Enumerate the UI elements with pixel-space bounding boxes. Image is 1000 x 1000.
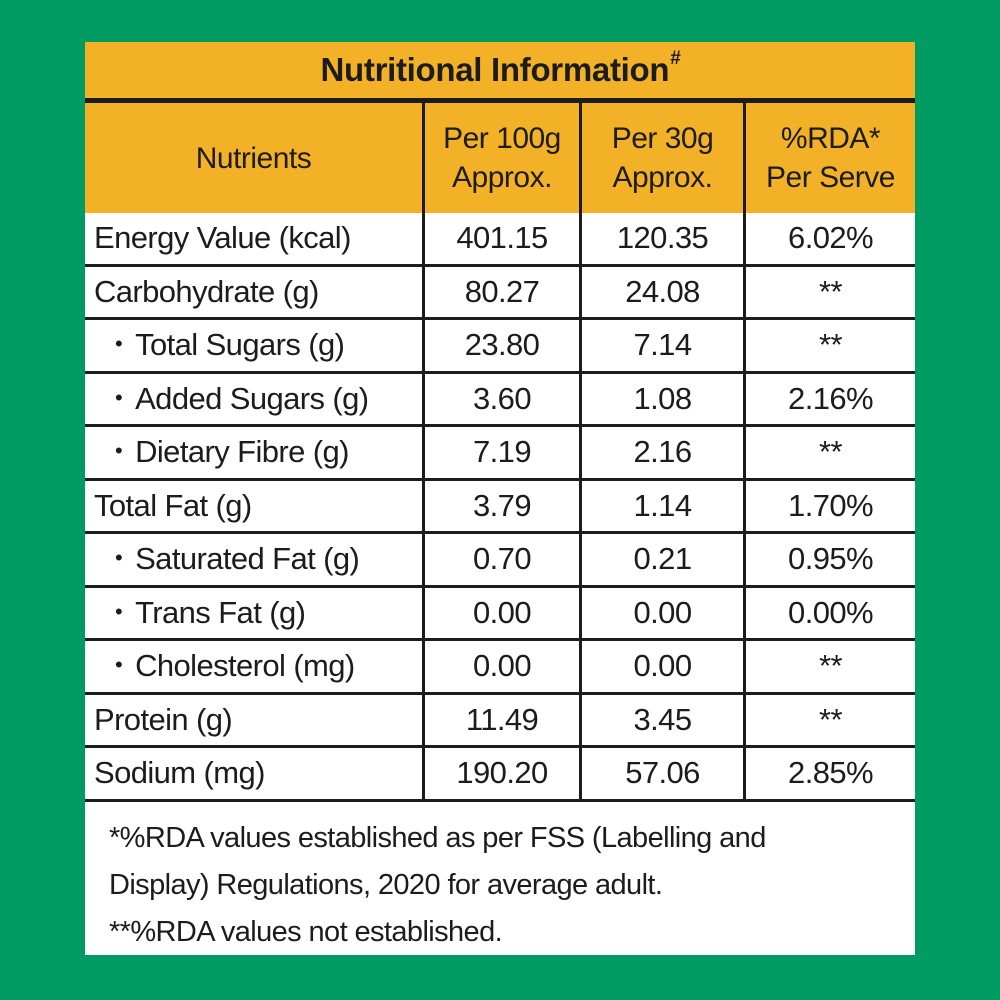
column-header-nutrients: Nutrients (85, 103, 425, 213)
nutrient-label: Sodium (mg) (85, 748, 425, 799)
bullet-marker: • (115, 652, 123, 678)
table-title: Nutritional Information # (85, 42, 915, 103)
per-30g-value: 24.08 (582, 266, 746, 317)
per-100g-value: 0.70 (425, 534, 582, 585)
nutrient-label: • Added Sugars (g) (85, 373, 425, 424)
per-100g-value: 0.00 (425, 587, 582, 638)
rda-value: ** (819, 273, 843, 309)
per-30g-value: 0.00 (582, 641, 746, 692)
per-100g-value: 11.49 (425, 694, 582, 745)
per-100g-value: 80.27 (425, 266, 582, 317)
per-100g-value: 190.20 (425, 748, 582, 799)
nutrient-label: • Dietary Fibre (g) (85, 427, 425, 478)
nutrient-label: • Saturated Fat (g) (85, 534, 425, 585)
footnote-line: *%RDA values established as per FSS (Lab… (109, 821, 766, 854)
nutrient-label: • Cholesterol (mg) (85, 641, 425, 692)
per-30g-value: 1.14 (582, 480, 746, 531)
per-30g-value: 0.21 (582, 534, 746, 585)
per-30g-value: 0.00 (582, 587, 746, 638)
per-100g-value: 3.79 (425, 480, 582, 531)
rda-value: ** (819, 434, 843, 470)
table-row: • Saturated Fat (g) 0.70 0.21 0.95% (85, 534, 915, 588)
column-header-per-100g: Per 100g Approx. (425, 103, 582, 213)
table-title-text: Nutritional Information (320, 51, 670, 88)
table-row: • Added Sugars (g) 3.60 1.08 2.16% (85, 373, 915, 427)
nutrient-label: Carbohydrate (g) (85, 266, 425, 317)
per-100g-value: 0.00 (425, 641, 582, 692)
table-row: Protein (g) 11.49 3.45 ** (85, 694, 915, 748)
nutrient-label: Energy Value (kcal) (85, 213, 425, 264)
table-row: Energy Value (kcal) 401.15 120.35 6.02% (85, 213, 915, 267)
nutrition-table: Nutritional Information # Nutrients Per 1… (85, 42, 915, 955)
column-header-rda: %RDA* Per Serve (746, 103, 915, 213)
bullet-marker: • (115, 384, 123, 410)
per-100g-value: 401.15 (425, 213, 582, 264)
table-row: Carbohydrate (g) 80.27 24.08 ** (85, 266, 915, 320)
footnote-line: **%RDA values not established. (109, 915, 503, 948)
bullet-marker: • (115, 331, 123, 357)
footnote-line: Display) Regulations, 2020 for average a… (109, 868, 663, 901)
rda-value: ** (819, 701, 843, 737)
per-30g-value: 3.45 (582, 694, 746, 745)
per-30g-value: 57.06 (582, 748, 746, 799)
per-30g-value: 1.08 (582, 373, 746, 424)
per-30g-value: 120.35 (582, 213, 746, 264)
title-superscript: # (670, 48, 681, 69)
per-100g-value: 23.80 (425, 320, 582, 371)
column-header-per-30g: Per 30g Approx. (582, 103, 746, 213)
table-row: • Trans Fat (g) 0.00 0.00 0.00% (85, 587, 915, 641)
rda-value: 0.00% (788, 594, 874, 630)
rda-value: 6.02% (788, 220, 874, 256)
nutrient-label: • Total Sugars (g) (85, 320, 425, 371)
per-30g-value: 2.16 (582, 427, 746, 478)
nutrient-label: • Trans Fat (g) (85, 587, 425, 638)
table-row: • Total Sugars (g) 23.80 7.14 ** (85, 320, 915, 374)
table-row: Sodium (mg) 190.20 57.06 2.85% (85, 748, 915, 802)
per-100g-value: 7.19 (425, 427, 582, 478)
rda-value: 2.16% (788, 380, 874, 416)
rda-value: 0.95% (788, 541, 874, 577)
table-row: Total Fat (g) 3.79 1.14 1.70% (85, 480, 915, 534)
footnotes: *%RDA values established as per FSS (Lab… (85, 802, 915, 956)
rda-value: 1.70% (788, 487, 874, 523)
per-30g-value: 7.14 (582, 320, 746, 371)
table-row: • Cholesterol (mg) 0.00 0.00 ** (85, 641, 915, 695)
bullet-marker: • (115, 598, 123, 624)
table-header-row: Nutrients Per 100g Approx. Per 30g Appro… (85, 103, 915, 213)
bullet-marker: • (115, 438, 123, 464)
nutrient-label: Protein (g) (85, 694, 425, 745)
per-100g-value: 3.60 (425, 373, 582, 424)
rda-value: ** (819, 648, 843, 684)
table-row: • Dietary Fibre (g) 7.19 2.16 ** (85, 427, 915, 481)
rda-value: ** (819, 327, 843, 363)
nutrient-label: Total Fat (g) (85, 480, 425, 531)
bullet-marker: • (115, 545, 123, 571)
rda-value: 2.85% (788, 755, 874, 791)
